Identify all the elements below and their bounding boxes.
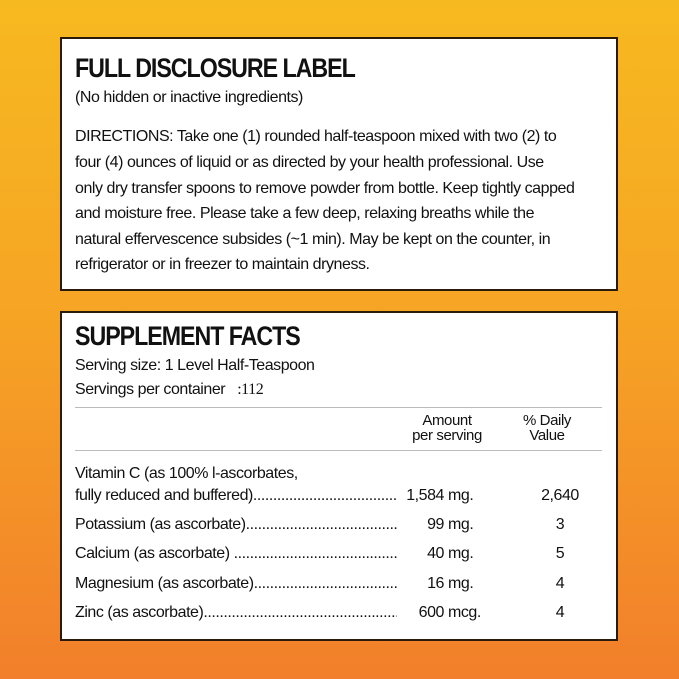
table-row: Zinc (as ascorbate).....................… (75, 604, 616, 624)
facts-title: SUPPLEMENT FACTS (75, 321, 301, 351)
directions-line: refrigerator or in freezer to maintain d… (75, 256, 370, 273)
servings-value: :112 (237, 381, 264, 398)
serving-size: Serving size: 1 Level Half-Teaspoon (75, 357, 315, 374)
unit: mcg. (448, 604, 481, 621)
directions-line: only dry transfer spoons to remove powde… (75, 180, 575, 197)
unit: mg. (448, 575, 474, 592)
daily-value: 3 (555, 516, 565, 533)
supplement-facts-panel: SUPPLEMENT FACTS Serving size: 1 Level H… (60, 311, 618, 641)
nutrient-name: Vitamin C (as 100% l-ascorbates, (75, 465, 298, 482)
daily-value: 4 (555, 604, 565, 621)
nutrient-name: Calcium (as ascorbate) .................… (75, 545, 397, 562)
disclosure-title: FULL DISCLOSURE LABEL (75, 53, 356, 83)
daily-value: 4 (555, 575, 565, 592)
nutrient-name: Zinc (as ascorbate).....................… (75, 604, 397, 621)
nutrient-name: Potassium (as ascorbate)................… (75, 516, 397, 533)
daily-value: 2,640 (541, 487, 579, 504)
nutrient-name: Magnesium (as ascorbate)................… (75, 575, 397, 592)
unit: mg. (448, 545, 474, 562)
amount: 40 (427, 545, 444, 562)
daily-value-header: % Daily Value (512, 413, 582, 443)
disclosure-subtitle: (No hidden or inactive ingredients) (75, 89, 303, 106)
table-row: Potassium (as ascorbate)................… (75, 516, 616, 536)
table-row: Calcium (as ascorbate) .................… (75, 545, 616, 565)
table-row: fully reduced and buffered).............… (75, 487, 616, 507)
amount: 600 (418, 604, 445, 621)
divider (75, 407, 602, 408)
amount: 99 (427, 516, 444, 533)
divider (75, 450, 602, 451)
amount-header-line: Amount (422, 412, 472, 429)
servings-label: Servings per container (75, 381, 226, 398)
amount-header: Amount per serving (397, 413, 497, 443)
directions-line: DIRECTIONS: Take one (1) rounded half-te… (75, 128, 557, 145)
unit: mg. (448, 487, 474, 504)
daily-value: 5 (555, 545, 565, 562)
dv-header-line: % Daily (522, 412, 572, 429)
unit: mg. (448, 516, 474, 533)
amount: 16 (427, 575, 444, 592)
amount: 1,584 (406, 487, 444, 504)
full-disclosure-panel: FULL DISCLOSURE LABEL (No hidden or inac… (60, 37, 618, 291)
servings-per-container: Servings per container :112 (75, 381, 264, 399)
nutrient-name: fully reduced and buffered).............… (75, 487, 397, 504)
directions-line: and moisture free. Please take a few dee… (75, 205, 535, 222)
dv-header-line: Value (529, 427, 565, 444)
table-row: Magnesium (as ascorbate)................… (75, 575, 616, 595)
table-row: Vitamin C (as 100% l-ascorbates, (75, 465, 616, 485)
directions-line: natural effervescence subsides (~1 min).… (75, 231, 551, 248)
amount-header-line: per serving (412, 427, 482, 444)
directions-line: four (4) ounces of liquid or as directed… (75, 154, 544, 171)
